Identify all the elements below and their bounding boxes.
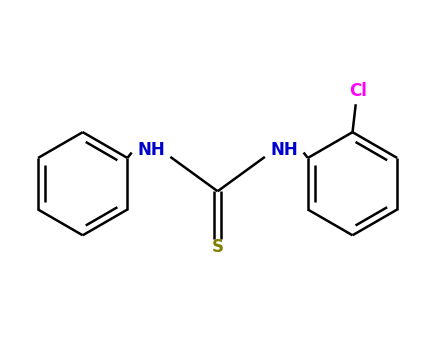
Text: S: S — [212, 238, 223, 256]
Text: NH: NH — [137, 142, 165, 160]
Text: Cl: Cl — [349, 82, 367, 100]
Text: NH: NH — [270, 142, 298, 160]
